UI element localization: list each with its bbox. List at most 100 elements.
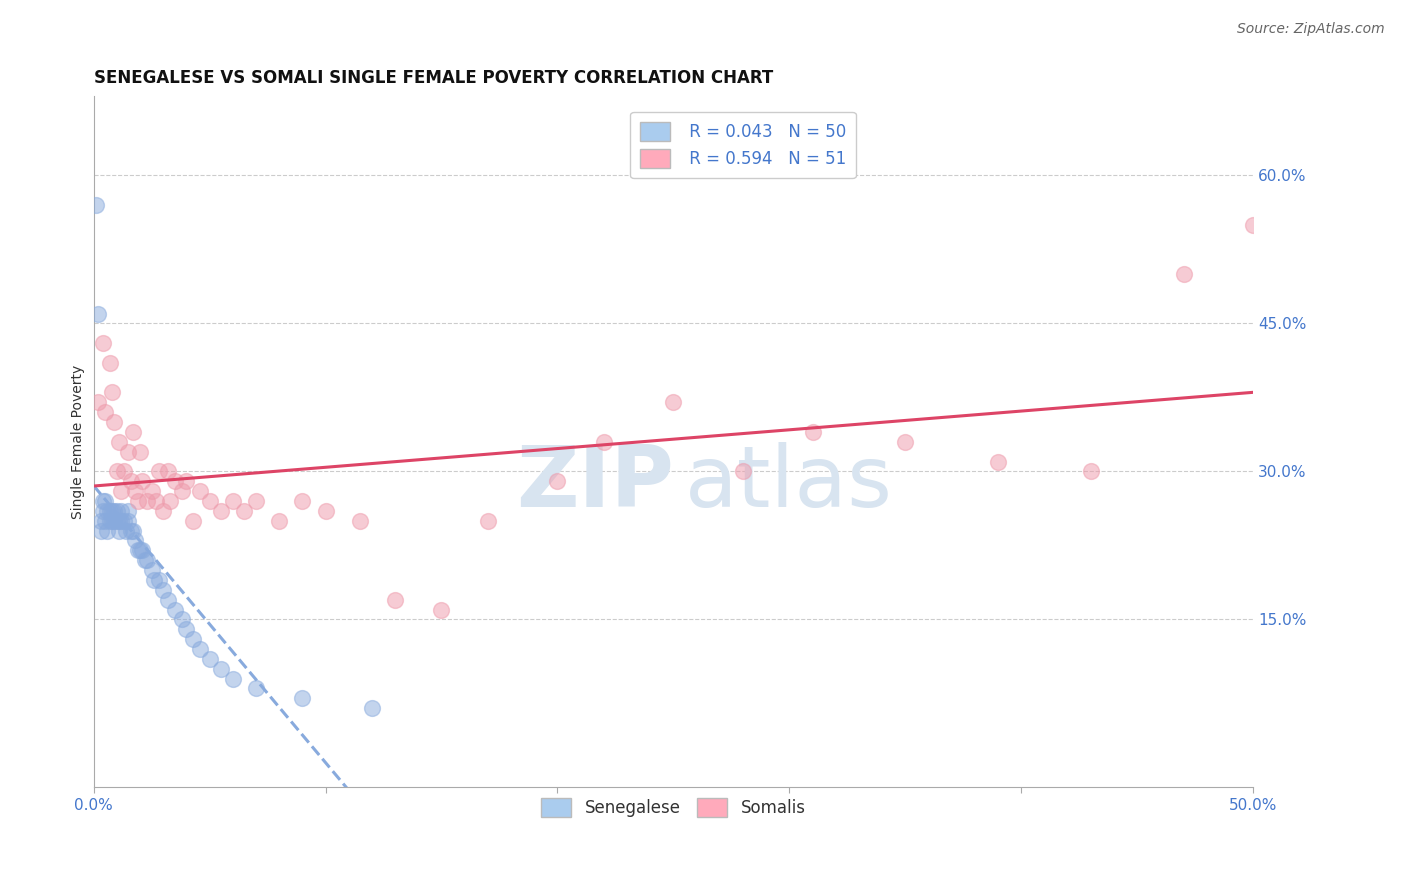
Point xyxy=(546,475,568,489)
Point xyxy=(209,662,232,676)
Point xyxy=(96,524,118,538)
Point xyxy=(91,494,114,508)
Point xyxy=(124,484,146,499)
Point xyxy=(163,475,186,489)
Point xyxy=(101,514,124,528)
Point xyxy=(152,582,174,597)
Point xyxy=(1173,267,1195,281)
Point xyxy=(115,524,138,538)
Point xyxy=(103,415,125,429)
Point xyxy=(245,494,267,508)
Point xyxy=(245,681,267,696)
Y-axis label: Single Female Poverty: Single Female Poverty xyxy=(72,365,86,519)
Point xyxy=(117,444,139,458)
Point xyxy=(1080,464,1102,478)
Point xyxy=(87,395,110,409)
Point xyxy=(361,701,384,715)
Text: SENEGALESE VS SOMALI SINGLE FEMALE POVERTY CORRELATION CHART: SENEGALESE VS SOMALI SINGLE FEMALE POVER… xyxy=(94,69,773,87)
Point xyxy=(315,504,337,518)
Point xyxy=(159,494,181,508)
Point xyxy=(87,306,110,320)
Point xyxy=(233,504,256,518)
Point xyxy=(127,543,149,558)
Point xyxy=(291,494,314,508)
Point xyxy=(90,514,112,528)
Point xyxy=(209,504,232,518)
Point xyxy=(662,395,685,409)
Point xyxy=(141,484,163,499)
Point xyxy=(163,602,186,616)
Point xyxy=(94,494,117,508)
Point xyxy=(103,514,125,528)
Point xyxy=(94,514,117,528)
Point xyxy=(105,504,128,518)
Point xyxy=(124,533,146,548)
Point xyxy=(122,524,145,538)
Point xyxy=(148,573,170,587)
Point xyxy=(592,434,614,449)
Point xyxy=(198,494,221,508)
Point xyxy=(181,632,204,647)
Point xyxy=(105,464,128,478)
Point xyxy=(141,563,163,577)
Point xyxy=(142,573,165,587)
Point xyxy=(349,514,371,528)
Point xyxy=(384,592,406,607)
Point xyxy=(84,198,107,212)
Point xyxy=(156,464,179,478)
Point xyxy=(129,543,152,558)
Point xyxy=(156,592,179,607)
Point xyxy=(181,514,204,528)
Point xyxy=(131,475,153,489)
Point xyxy=(90,524,112,538)
Text: atlas: atlas xyxy=(685,442,893,524)
Point xyxy=(96,504,118,518)
Point xyxy=(198,652,221,666)
Point xyxy=(134,553,156,567)
Point xyxy=(122,425,145,439)
Point xyxy=(1241,218,1264,232)
Point xyxy=(91,336,114,351)
Point xyxy=(105,514,128,528)
Point xyxy=(430,602,453,616)
Point xyxy=(170,484,193,499)
Point xyxy=(120,524,142,538)
Point xyxy=(731,464,754,478)
Point xyxy=(176,622,198,636)
Point xyxy=(135,494,157,508)
Point xyxy=(98,356,121,370)
Point xyxy=(987,454,1010,468)
Text: ZIP: ZIP xyxy=(516,442,673,524)
Point xyxy=(145,494,167,508)
Point xyxy=(110,504,132,518)
Point xyxy=(103,504,125,518)
Point xyxy=(801,425,824,439)
Point xyxy=(117,514,139,528)
Point xyxy=(170,612,193,626)
Point xyxy=(291,691,314,706)
Point xyxy=(894,434,917,449)
Point xyxy=(94,405,117,419)
Point xyxy=(188,642,211,657)
Point xyxy=(101,504,124,518)
Point xyxy=(131,543,153,558)
Point xyxy=(98,514,121,528)
Point xyxy=(98,504,121,518)
Point xyxy=(477,514,499,528)
Point xyxy=(112,514,135,528)
Point xyxy=(222,672,245,686)
Legend: Senegalese, Somalis: Senegalese, Somalis xyxy=(534,791,813,823)
Point xyxy=(112,464,135,478)
Point xyxy=(269,514,291,528)
Point xyxy=(110,484,132,499)
Point xyxy=(176,475,198,489)
Point xyxy=(91,504,114,518)
Point xyxy=(110,514,132,528)
Point xyxy=(148,464,170,478)
Text: Source: ZipAtlas.com: Source: ZipAtlas.com xyxy=(1237,22,1385,37)
Point xyxy=(108,434,131,449)
Point xyxy=(188,484,211,499)
Point xyxy=(120,475,142,489)
Point xyxy=(108,514,131,528)
Point xyxy=(152,504,174,518)
